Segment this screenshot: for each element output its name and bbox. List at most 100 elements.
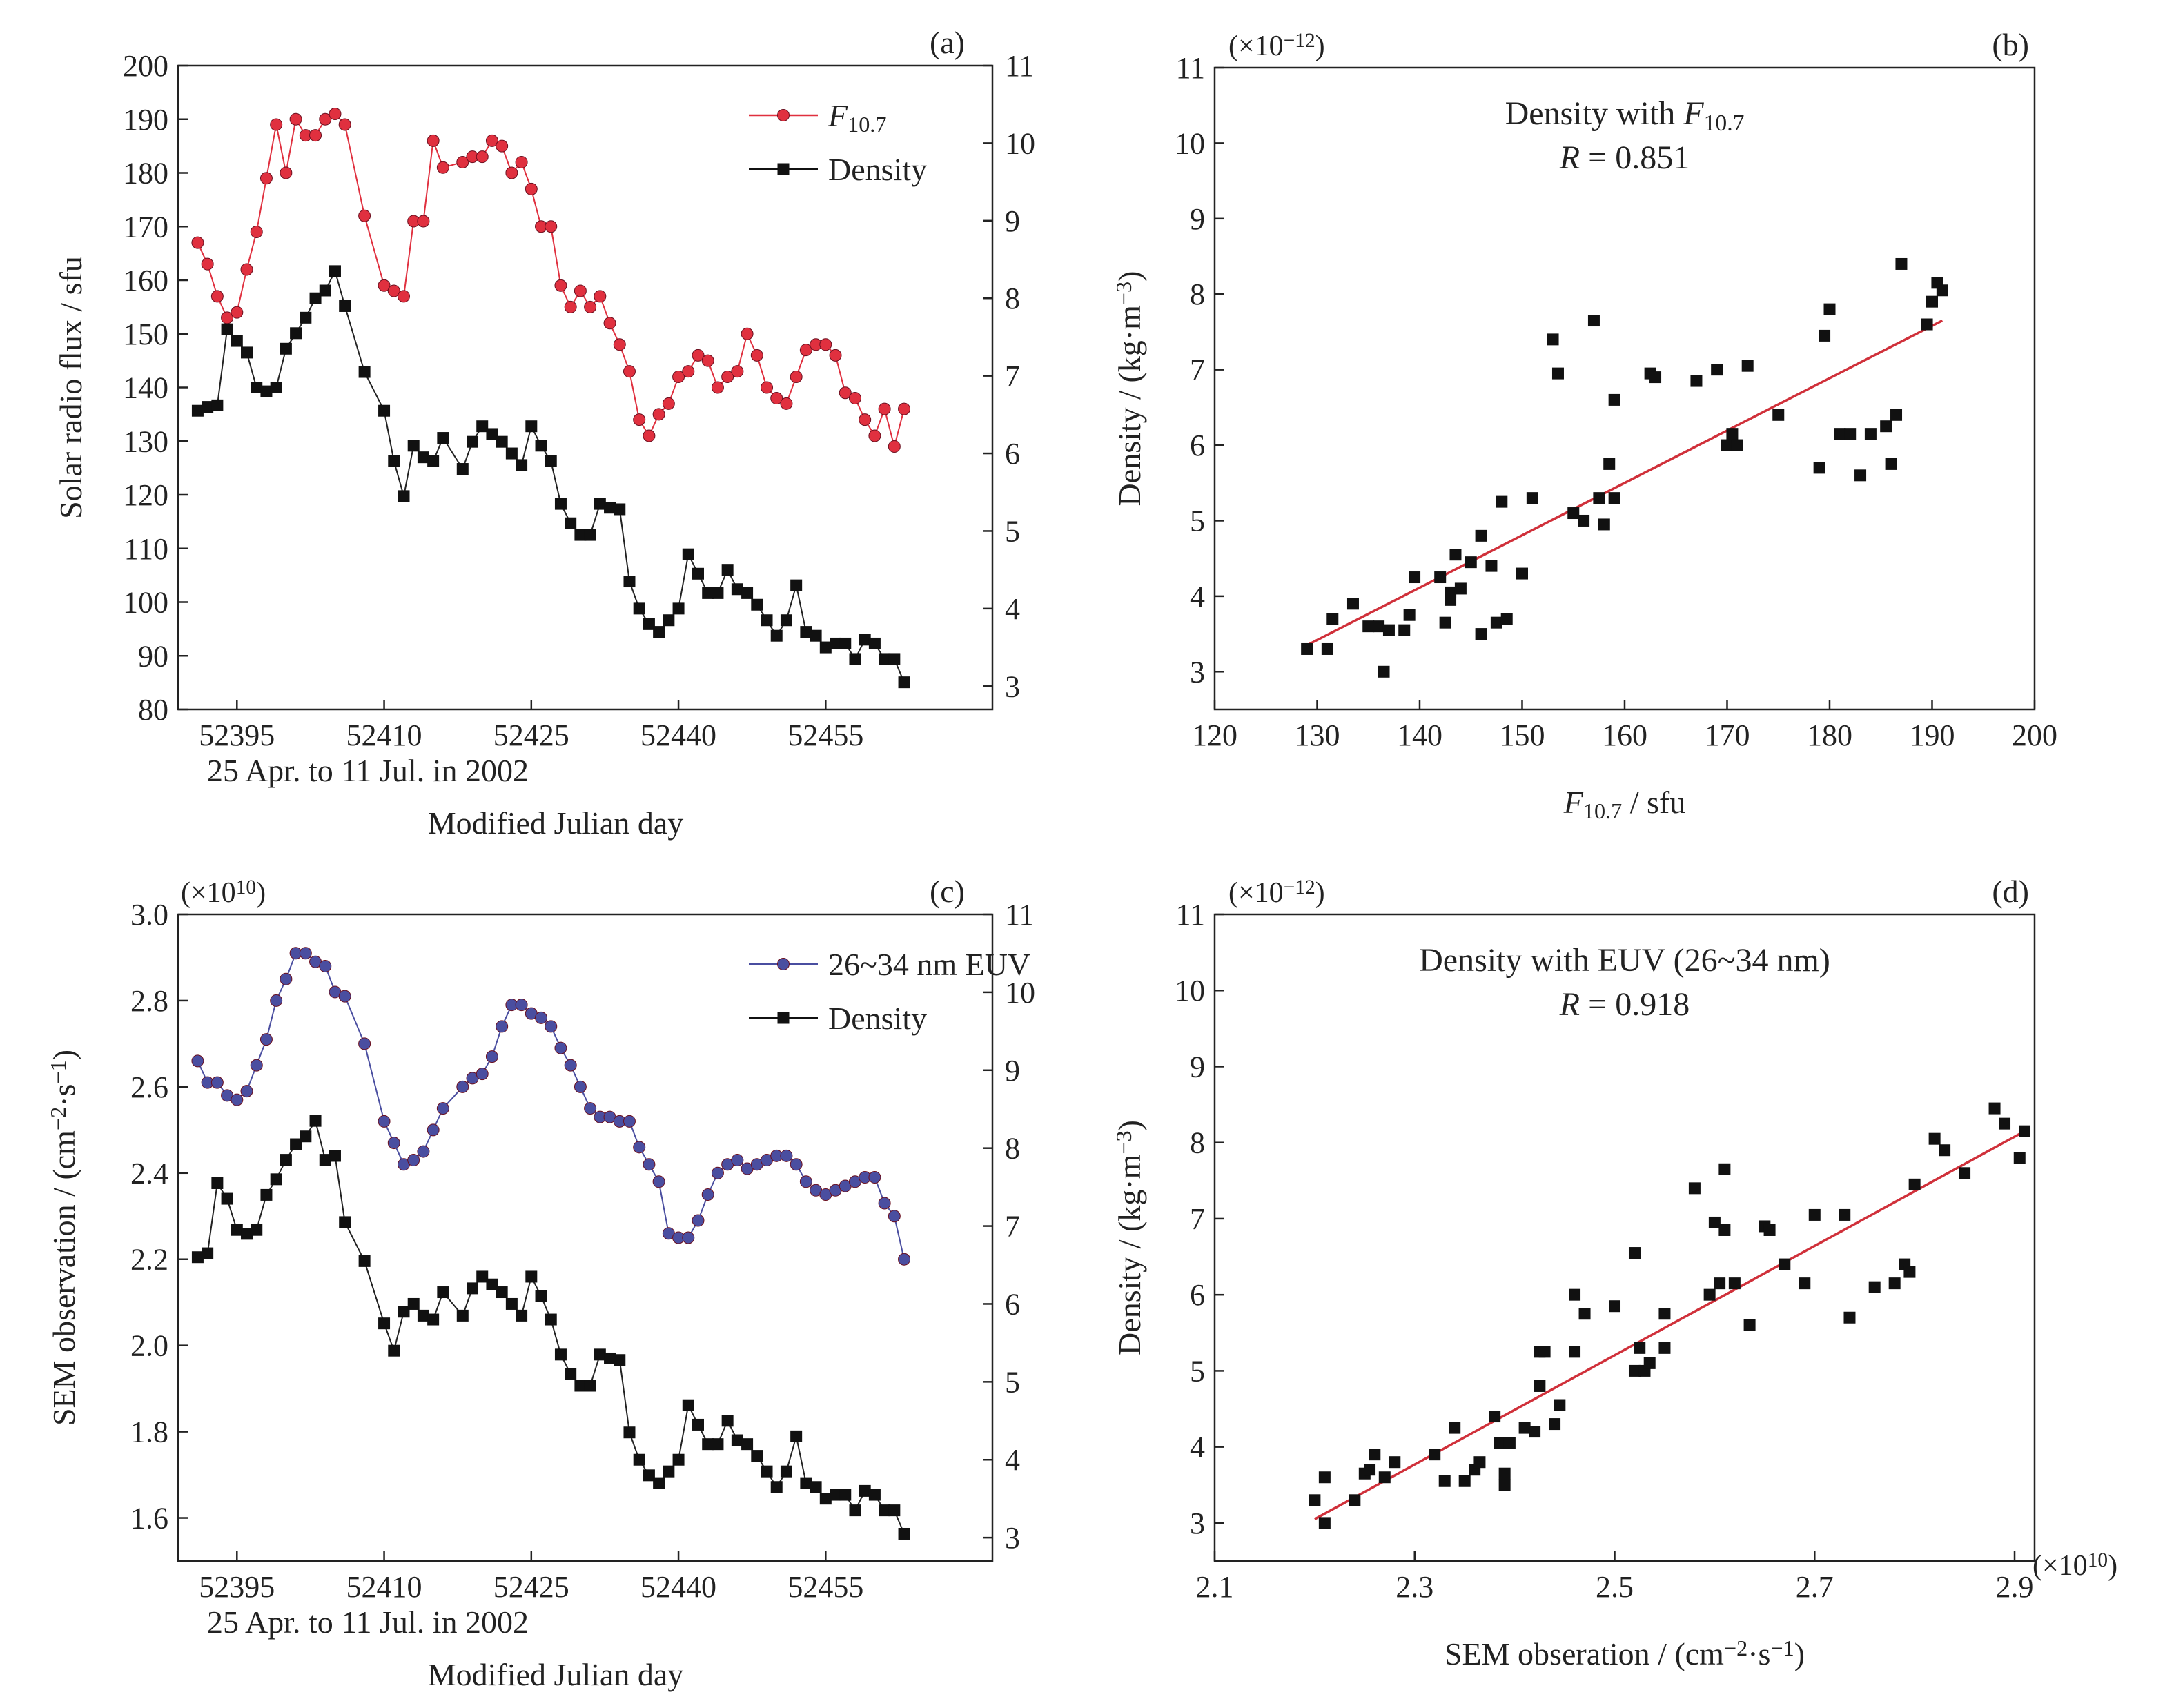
panel-a-series-point: [731, 583, 743, 596]
panel-c-ytick-label: 3.0: [130, 898, 168, 932]
panel-b-scatter-point: [1741, 360, 1754, 372]
panel-d-scatter-point: [2019, 1125, 2031, 1137]
panel-c-series-point: [888, 1504, 901, 1517]
panel-c-y2tick-label: 7: [1005, 1210, 1020, 1244]
panel-c-series-point: [584, 1102, 597, 1115]
panel-c-series-point: [604, 1352, 616, 1364]
panel-d-annotation-r: R = 0.918: [1559, 986, 1690, 1023]
panel-c-series-point: [221, 1192, 233, 1205]
panel-b-scatter-point: [1864, 428, 1877, 440]
panel-a-series-point: [554, 279, 567, 292]
panel-a-series-point: [231, 306, 244, 319]
panel-a-series-point: [309, 292, 322, 304]
panel-d-ytick-label: 9: [1190, 1050, 1205, 1083]
panel-b-ytick-label: 4: [1190, 580, 1205, 613]
panel-d-y-multiplier-part: (×10: [1228, 877, 1284, 909]
panel-a-series-point: [682, 548, 694, 560]
panel-c-series-point: [810, 1481, 822, 1493]
panel-b-scatter-point: [1439, 616, 1451, 629]
panel-b-xtick-label: 130: [1295, 718, 1340, 752]
panel-d-scatter-point: [1634, 1342, 1646, 1354]
panel-a-series-point: [358, 209, 371, 222]
panel-b-scatter-point: [1403, 609, 1416, 621]
panel-a-series-point: [741, 587, 754, 599]
panel-a-series-point: [505, 447, 518, 460]
panel-b-scatter-point: [1547, 333, 1559, 346]
panel-d-xlabel-part: −1: [1770, 1636, 1794, 1660]
panel-c-y-multiplier-part: ): [256, 877, 266, 909]
panel-a-series-point: [545, 220, 558, 233]
panel-d-xtick-label: 2.1: [1196, 1570, 1234, 1604]
panel-d-x-multiplier: (×1010): [2033, 1549, 2117, 1582]
panel-a-series-point: [712, 587, 724, 599]
panel-a-series-point: [643, 618, 655, 630]
panel-b-scatter-point: [1454, 582, 1467, 595]
panel-d-scatter-point: [1928, 1132, 1941, 1145]
panel-d-ylabel-part: −3: [1111, 1130, 1136, 1154]
panel-a-series-point: [309, 129, 322, 142]
panel-a-series-point: [338, 118, 351, 131]
panel-a-series-point: [780, 614, 792, 627]
panel-b-scatter-point: [1890, 409, 1903, 421]
panel-a-series-point: [790, 579, 803, 591]
panel-d-y-multiplier-part: −12: [1284, 876, 1315, 899]
panel-d-ytick-label: 11: [1176, 898, 1205, 932]
panel-b-xtick-label: 150: [1500, 718, 1545, 752]
panel-d-ylabel-part: Density / (kg·m: [1112, 1154, 1147, 1355]
panel-a-series-point: [839, 637, 852, 649]
panel-b-scatter-point: [1346, 598, 1359, 610]
panel-a-series-point: [898, 402, 911, 415]
panel-c-series-point: [516, 1309, 528, 1322]
panel-a-series-point: [525, 182, 538, 195]
panel-a-series-point: [594, 498, 606, 510]
panel-b-scatter-point: [1516, 567, 1528, 580]
panel-c-series-point: [486, 1278, 498, 1290]
panel-c-series-point: [535, 1011, 548, 1024]
panel-a-series-point: [662, 397, 675, 410]
panel-d-scatter-point: [1389, 1456, 1401, 1469]
panel-c-series-point: [888, 1210, 901, 1223]
panel-d-plot-frame: [1213, 913, 2036, 1562]
panel-d-scatter-point: [1903, 1266, 1916, 1278]
panel-b-scatter-point: [1382, 624, 1395, 636]
panel-a-series-point: [329, 107, 342, 120]
panel-d-scatter-point: [1628, 1247, 1641, 1259]
panel-a-ytick-label: 170: [123, 210, 168, 244]
panel-c-series-point: [202, 1247, 214, 1259]
panel-a-series-point: [859, 634, 871, 646]
panel-b-scatter-point: [1885, 458, 1897, 470]
panel-b-xtick-label: 180: [1807, 718, 1852, 752]
panel-d-ytick-label: 7: [1190, 1202, 1205, 1236]
panel-a-legend-label: Density: [828, 152, 927, 187]
panel-a-series-point: [270, 382, 282, 393]
panel-a-series-point: [780, 397, 793, 410]
panel-b-scatter-point: [1551, 367, 1564, 380]
panel-d-ytick-label: 3: [1190, 1506, 1205, 1540]
panel-a-series-point: [682, 365, 695, 378]
panel-b-scatter-point: [1449, 549, 1462, 561]
panel-c-series-point: [868, 1171, 881, 1184]
panel-d-scatter-point: [1743, 1319, 1756, 1331]
panel-a-series-point: [319, 284, 331, 297]
panel-c-series-point: [780, 1149, 793, 1162]
panel-b-annotation-title-part: Density with: [1505, 95, 1684, 132]
panel-a-series-point: [623, 365, 636, 378]
panel-c-series-point: [868, 1489, 881, 1501]
panel-a-series-point: [770, 629, 783, 642]
panel-b-scatter-point: [1409, 571, 1421, 584]
panel-a-y2tick-label: 8: [1005, 282, 1020, 315]
panel-b-scatter-point: [1721, 439, 1733, 451]
panel-b-scatter-point: [1445, 586, 1457, 598]
panel-d-scatter-point: [1908, 1178, 1921, 1190]
panel-d-scatter-point: [1839, 1208, 1851, 1221]
panel-a-series-point: [259, 172, 273, 185]
panel-a-series-point: [270, 118, 283, 131]
panel-c-ytick-label: 1.6: [130, 1502, 168, 1535]
panel-c-series-point: [280, 1154, 292, 1166]
panel-d-scatter-point: [1728, 1277, 1741, 1290]
panel-c-xtick-label: 52395: [199, 1570, 275, 1604]
panel-a-series-point: [378, 279, 391, 292]
panel-c-ytick-label: 2.0: [130, 1329, 168, 1363]
panel-b-scatter-point: [1567, 507, 1580, 520]
